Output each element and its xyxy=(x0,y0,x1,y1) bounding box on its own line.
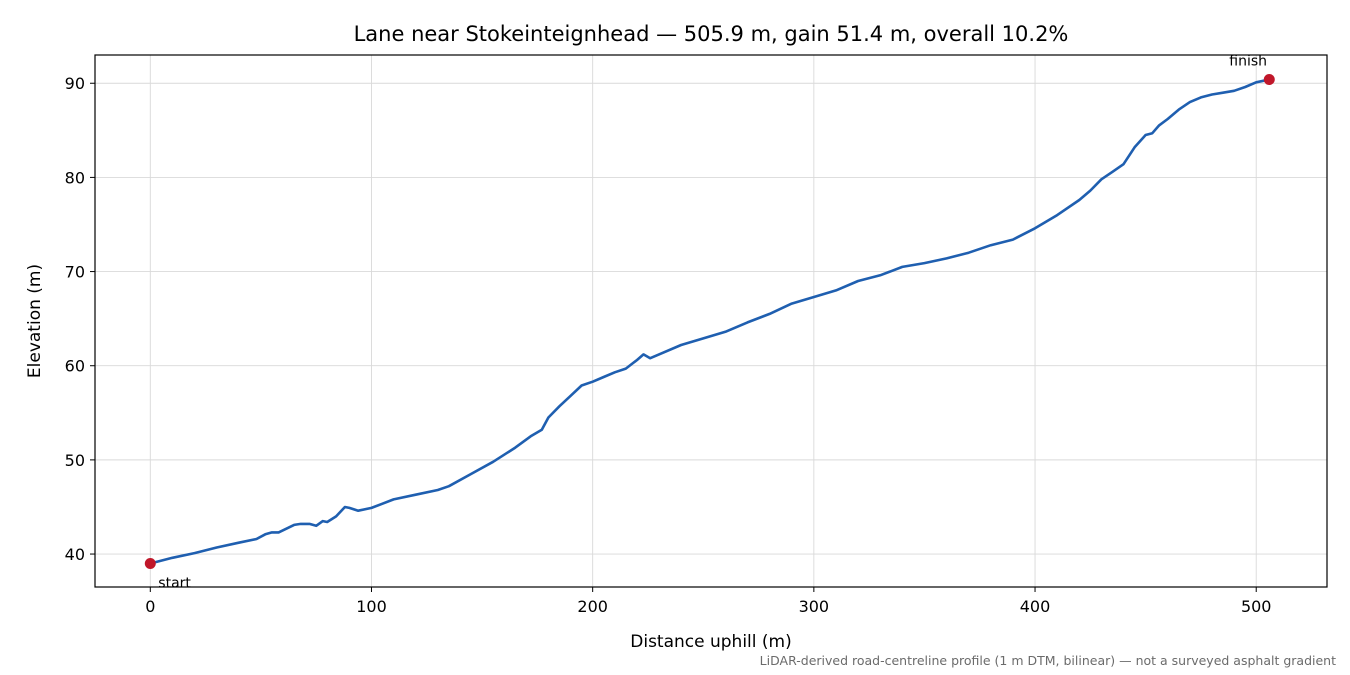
finish-marker xyxy=(1263,73,1275,85)
footnote: LiDAR-derived road-centreline profile (1… xyxy=(760,653,1336,668)
chart-title: Lane near Stokeinteignhead — 505.9 m, ga… xyxy=(354,22,1069,46)
y-tick-label: 40 xyxy=(65,545,85,564)
y-tick-label: 70 xyxy=(65,263,85,282)
y-tick-label: 90 xyxy=(65,74,85,93)
series-layer xyxy=(149,78,1271,565)
x-tick-label: 200 xyxy=(577,597,608,616)
x-axis-label: Distance uphill (m) xyxy=(630,632,791,652)
x-tick-label: 0 xyxy=(145,597,155,616)
x-axis-ticks: 0 100 200 300 400 500 xyxy=(145,587,1271,616)
plot-frame xyxy=(94,54,1328,588)
elevation-line xyxy=(149,78,1271,565)
grid-lines xyxy=(95,55,1327,587)
start-label: start xyxy=(158,575,191,591)
x-tick-label: 400 xyxy=(1020,597,1051,616)
start-marker xyxy=(144,557,156,569)
y-axis-label: Elevation (m) xyxy=(25,264,45,378)
x-tick-label: 300 xyxy=(799,597,830,616)
y-axis-ticks: 40 50 60 70 80 90 xyxy=(65,74,95,564)
y-tick-label: 80 xyxy=(65,168,85,187)
finish-label: finish xyxy=(1229,53,1267,69)
y-tick-label: 60 xyxy=(65,357,85,376)
x-tick-label: 500 xyxy=(1241,597,1272,616)
x-tick-label: 100 xyxy=(356,597,387,616)
y-tick-label: 50 xyxy=(65,451,85,470)
